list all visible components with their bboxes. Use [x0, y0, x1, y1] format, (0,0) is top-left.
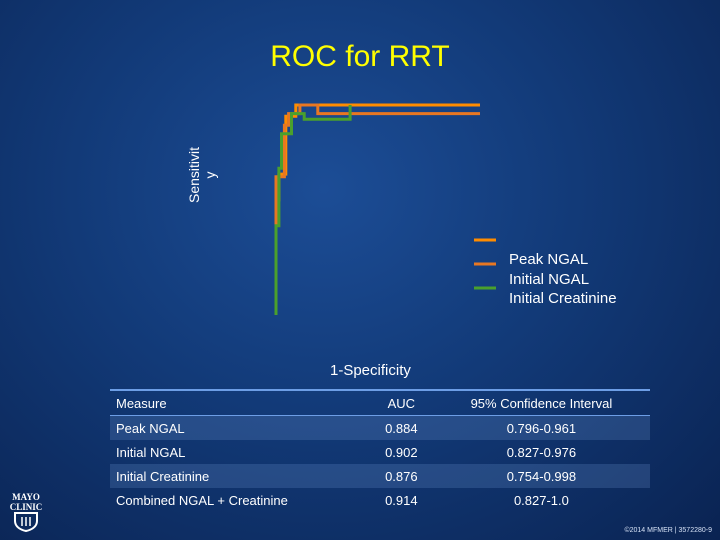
header-ci: 95% Confidence Interval: [432, 389, 650, 416]
cell-auc: 0.914: [385, 492, 418, 508]
table-row: Initial NGAL 0.902 0.827-0.976: [110, 440, 650, 464]
cell-measure: Initial Creatinine: [110, 464, 370, 488]
cell-auc: 0.884: [369, 415, 433, 440]
cell-measure: Peak NGAL: [110, 415, 370, 440]
header-auc: AUC: [369, 389, 433, 416]
shield-icon: [14, 512, 38, 533]
cell-measure: Initial NGAL: [116, 444, 186, 460]
table-row: Peak NGAL 0.884 0.796-0.961: [110, 415, 650, 440]
chart-title: ROC for RRT: [270, 40, 450, 73]
series-initial-ngal: [274, 103, 480, 315]
header-measure: Measure: [110, 389, 370, 416]
roc-curve-line: [274, 103, 480, 315]
cell-auc: 0.876: [369, 464, 433, 488]
copyright-text: ©2014 MFMER | 3572280-9: [624, 527, 712, 534]
legend-label-initial-creatinine: Initial Creatinine: [509, 290, 617, 307]
series-initial-creatinine: [274, 105, 352, 315]
roc-curve-line: [274, 105, 352, 315]
roc-curve-line: [274, 103, 480, 315]
cell-auc: 0.902: [385, 444, 418, 460]
table-row: Initial Creatinine 0.876 0.754-0.998: [110, 464, 650, 488]
cell-ci: 0.827-1.0: [513, 492, 569, 508]
logo-line1: MAYO: [12, 492, 40, 502]
x-axis-label: 1-Specificity: [330, 362, 411, 379]
table-header-row: Measure AUC 95% Confidence Interval: [110, 389, 650, 416]
cell-ci: 0.827-0.976: [506, 444, 577, 460]
logo-line2: CLINIC: [9, 502, 43, 512]
auc-table: Measure AUC 95% Confidence Interval Peak…: [110, 389, 650, 512]
cell-ci: 0.796-0.961: [432, 415, 650, 440]
table-row: Combined NGAL + Creatinine 0.914 0.827-1…: [110, 488, 650, 512]
legend-label-initial-ngal: Initial NGAL: [509, 270, 590, 288]
legend-labels: Peak NGAL Initial NGAL Initial Creatinin…: [509, 250, 619, 309]
cell-ci: 0.754-0.998: [432, 464, 650, 488]
cell-measure: Combined NGAL + Creatinine: [116, 492, 288, 508]
series-peak-ngal: [274, 103, 480, 315]
mayo-clinic-logo: MAYO CLINIC: [6, 492, 46, 536]
legend-label-peak-ngal: Peak NGAL: [509, 251, 589, 268]
